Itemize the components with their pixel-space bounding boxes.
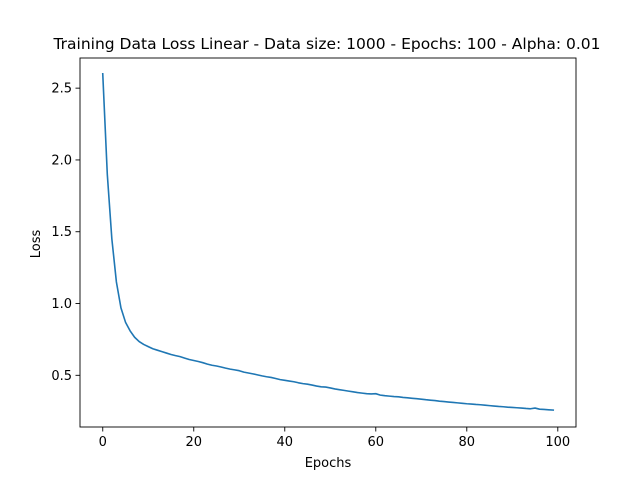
x-tick-label: 60 xyxy=(368,435,385,450)
axes: 0 20 40 60 80 100 0.5 1.0 1.5 2.0 2.5 xyxy=(51,57,577,450)
axes-frame xyxy=(79,57,577,428)
y-axis-label: Loss xyxy=(29,230,44,259)
x-axis-label: Epochs xyxy=(305,456,352,471)
y-tick-label: 2.0 xyxy=(51,153,72,168)
y-tick-label: 1.0 xyxy=(51,297,72,312)
chart-title: Training Data Loss Linear - Data size: 1… xyxy=(52,35,600,53)
x-tick-label: 20 xyxy=(185,435,202,450)
y-tick-label: 0.5 xyxy=(51,369,72,384)
x-tick-label: 0 xyxy=(99,435,107,450)
y-tick-label: 1.5 xyxy=(51,225,72,240)
y-tick-label: 2.5 xyxy=(51,82,72,97)
x-tick-label: 100 xyxy=(545,435,570,450)
x-tick-label: 40 xyxy=(276,435,293,450)
loss-series-line xyxy=(101,72,555,411)
x-tick-label: 80 xyxy=(459,435,476,450)
plot-area xyxy=(101,72,555,411)
